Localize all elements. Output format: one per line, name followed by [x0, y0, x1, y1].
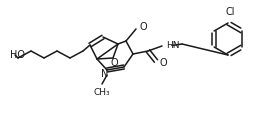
Text: HO: HO: [10, 50, 25, 60]
Text: O: O: [140, 22, 148, 32]
Text: Cl: Cl: [225, 7, 235, 17]
Text: O: O: [159, 58, 167, 68]
Text: O: O: [110, 58, 118, 68]
Text: HN: HN: [166, 41, 179, 50]
Text: CH₃: CH₃: [94, 88, 110, 97]
Text: N: N: [101, 69, 109, 79]
